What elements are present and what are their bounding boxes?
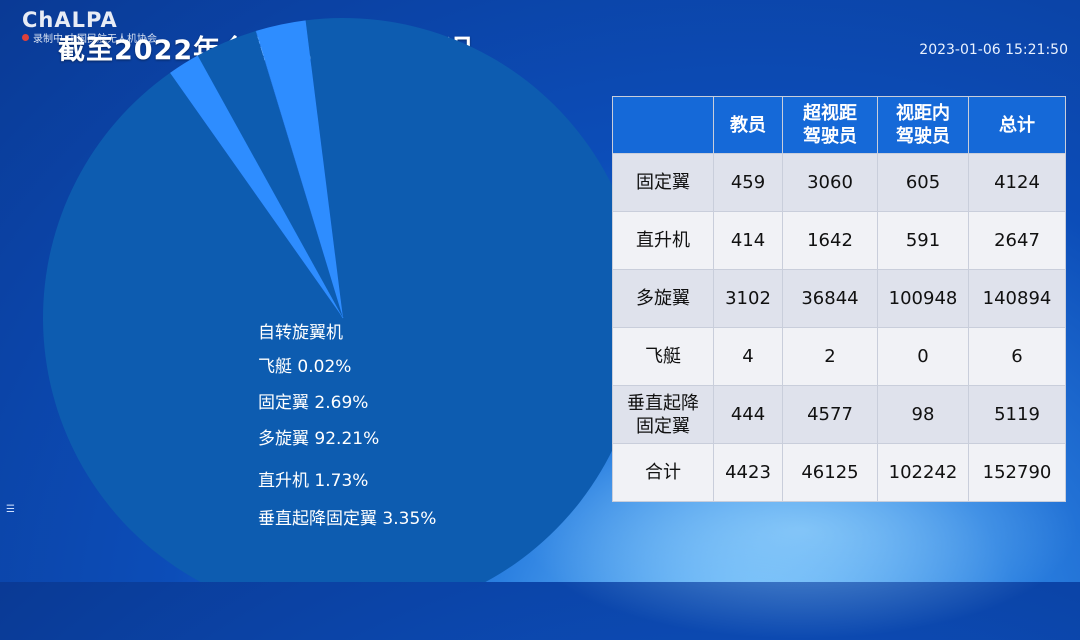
table-cell: 0 [877, 327, 969, 386]
watermark-org: 中国民航无人机协会 [67, 34, 157, 45]
table-row-header: 多旋翼 [612, 269, 714, 328]
table-cell: 152790 [968, 443, 1066, 502]
table-cell: 605 [877, 153, 969, 212]
pie-label: 直升机 1.73% [258, 471, 369, 491]
table-header-cell: 视距内 驾驶员 [877, 96, 969, 154]
pie-slice [197, 30, 343, 318]
watermark-rec: 录制中 [33, 34, 63, 45]
pie-chart [43, 18, 643, 582]
table-row: 多旋翼 3102 36844 100948 140894 [612, 269, 1066, 328]
table-cell: 5119 [968, 385, 1066, 444]
pie-label: 垂直起降固定翼 3.35% [258, 509, 437, 529]
table-cell: 591 [877, 211, 969, 270]
table-row-header: 合计 [612, 443, 714, 502]
watermark-logo: ChALPA [22, 8, 118, 32]
pie-slice [43, 18, 643, 582]
table-cell: 2 [782, 327, 878, 386]
table-cell: 1642 [782, 211, 878, 270]
table-cell: 4423 [713, 443, 783, 502]
table-cell: 3060 [782, 153, 878, 212]
table-row: 固定翼 459 3060 605 4124 [612, 153, 1066, 212]
table-row: 飞艇 4 2 0 6 [612, 327, 1066, 386]
table-cell: 100948 [877, 269, 969, 328]
table-cell: 46125 [782, 443, 878, 502]
table-cell: 98 [877, 385, 969, 444]
record-icon [22, 34, 29, 41]
table-cell: 4 [713, 327, 783, 386]
watermark: ChALPA 录制中 中国民航无人机协会 [22, 8, 157, 45]
table-body: 固定翼 459 3060 605 4124 直升机 414 1642 591 2647 多旋翼 310… [612, 153, 1066, 502]
table-header-cell [612, 96, 714, 154]
table-row-header: 飞艇 [612, 327, 714, 386]
table-row-header: 垂直起降 固定翼 [612, 385, 714, 444]
license-table: 教员 超视距 驾驶员 视距内 驾驶员 总计 固定翼 459 3060 605 4124 直升机 414… [612, 96, 1066, 502]
table-header-row: 教员 超视距 驾驶员 视距内 驾驶员 总计 [612, 96, 1066, 154]
timestamp: 2023-01-06 15:21:50 [919, 42, 1068, 58]
table-row: 直升机 414 1642 591 2647 [612, 211, 1066, 270]
pie-label: 飞艇 0.02% [258, 357, 352, 377]
table-cell: 444 [713, 385, 783, 444]
table-cell: 414 [713, 211, 783, 270]
table-cell: 4124 [968, 153, 1066, 212]
table-row: 合计 4423 46125 102242 152790 [612, 443, 1066, 502]
table-cell: 3102 [713, 269, 783, 328]
table-header-cell: 超视距 驾驶员 [782, 96, 878, 154]
pie-slice [170, 55, 343, 318]
table-header-cell: 总计 [968, 96, 1066, 154]
table-cell: 6 [968, 327, 1066, 386]
table-cell: 459 [713, 153, 783, 212]
table-cell: 36844 [782, 269, 878, 328]
watermark-sub: 录制中 中国民航无人机协会 [22, 30, 157, 45]
table-cell: 102242 [877, 443, 969, 502]
pie-label: 自转旋翼机 [258, 323, 343, 343]
pie-label: 固定翼 2.69% [258, 393, 369, 413]
table-row: 垂直起降 固定翼 444 4577 98 5119 [612, 385, 1066, 444]
pie-label: 多旋翼 92.21% [258, 429, 380, 449]
table-cell: 2647 [968, 211, 1066, 270]
table-header-cell: 教员 [713, 96, 783, 154]
pie-slice [256, 20, 343, 319]
pie-slice [255, 30, 343, 319]
table-row-header: 固定翼 [612, 153, 714, 212]
table-cell: 4577 [782, 385, 878, 444]
table-cell: 140894 [968, 269, 1066, 328]
table-row-header: 直升机 [612, 211, 714, 270]
menu-icon[interactable]: ☰ [6, 504, 15, 515]
